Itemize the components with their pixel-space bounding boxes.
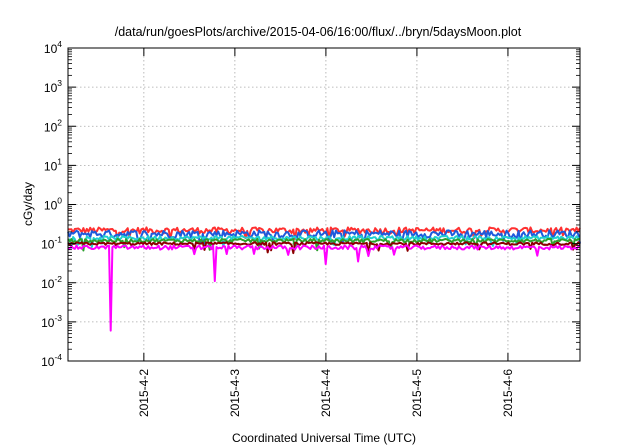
y-axis-label: cGy/day [21,182,35,226]
y-tick-label: 10-4 [41,352,62,369]
series-line [67,229,581,245]
x-tick-label: 2015-4-3 [228,369,242,417]
y-tick-label: 104 [44,39,62,56]
grid-lines [68,48,580,361]
x-tick-label: 2015-4-5 [410,369,424,417]
y-tick-label: 10-1 [41,235,62,252]
x-tick-label: 2015-4-6 [501,369,515,417]
y-tick-label: 103 [44,78,62,95]
x-tick-label: 2015-4-4 [319,369,333,417]
y-tick-label: 10-3 [41,313,62,330]
series-line [67,244,581,332]
y-tick-label: 102 [44,117,62,134]
series-lines [67,226,581,332]
y-tick-label: 101 [44,156,62,173]
series-line [67,237,581,252]
x-tick-label: 2015-4-2 [137,369,151,417]
y-tick-label: 10-2 [41,274,62,291]
series-line [67,241,581,255]
x-axis-label: Coordinated Universal Time (UTC) [232,431,416,445]
y-tick-label: 100 [44,196,62,213]
chart-title: /data/run/goesPlots/archive/2015-04-06/1… [115,25,522,39]
